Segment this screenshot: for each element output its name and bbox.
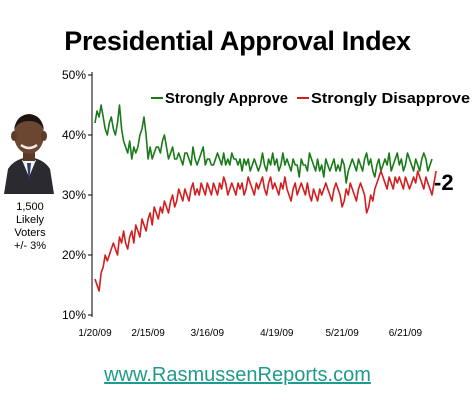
president-portrait-icon [0,97,58,194]
y-tick-label: 10% [62,308,86,322]
sample-caption: 1,500 Likely Voters +/- 3% [0,201,60,253]
source-link[interactable]: www.RasmussenReports.com [104,364,371,386]
y-tick-label: 20% [62,248,86,262]
series-lines [94,104,437,292]
strongly-approve-line [94,104,433,184]
strongly-disapprove-legend-label: Strongly Disapprove [311,90,470,107]
sample-size: 1,500 [16,201,44,213]
strongly-approve-legend-label: Strongly Approve [165,90,288,107]
x-tick-label: 2/15/09 [131,328,165,339]
chart-title: Presidential Approval Index [64,26,411,56]
margin-of-error: +/- 3% [13,240,47,252]
sample-group: Voters [14,227,46,239]
x-axis-ticks: 1/20/09 2/15/09 3/16/09 4/19/09 5/21/09 6/21/… [78,328,422,339]
x-tick-label: 4/19/09 [260,328,294,339]
y-tick-label: 30% [62,188,86,202]
y-tick-label: 50% [62,68,86,82]
y-axis-ticks: 10% 20% 30% 40% 50% [62,68,92,322]
legend: Strongly Approve Strongly Disapprove [151,90,470,107]
x-tick-label: 1/20/09 [78,328,112,339]
president-photo [0,97,58,194]
y-tick-label: 40% [62,128,86,142]
sample-type: Likely [15,214,45,226]
x-tick-label: 5/21/09 [325,328,359,339]
strongly-disapprove-line [94,170,437,292]
x-tick-label: 3/16/09 [191,328,225,339]
x-tick-label: 6/21/09 [389,328,423,339]
net-index-annotation: -2 [434,170,454,195]
